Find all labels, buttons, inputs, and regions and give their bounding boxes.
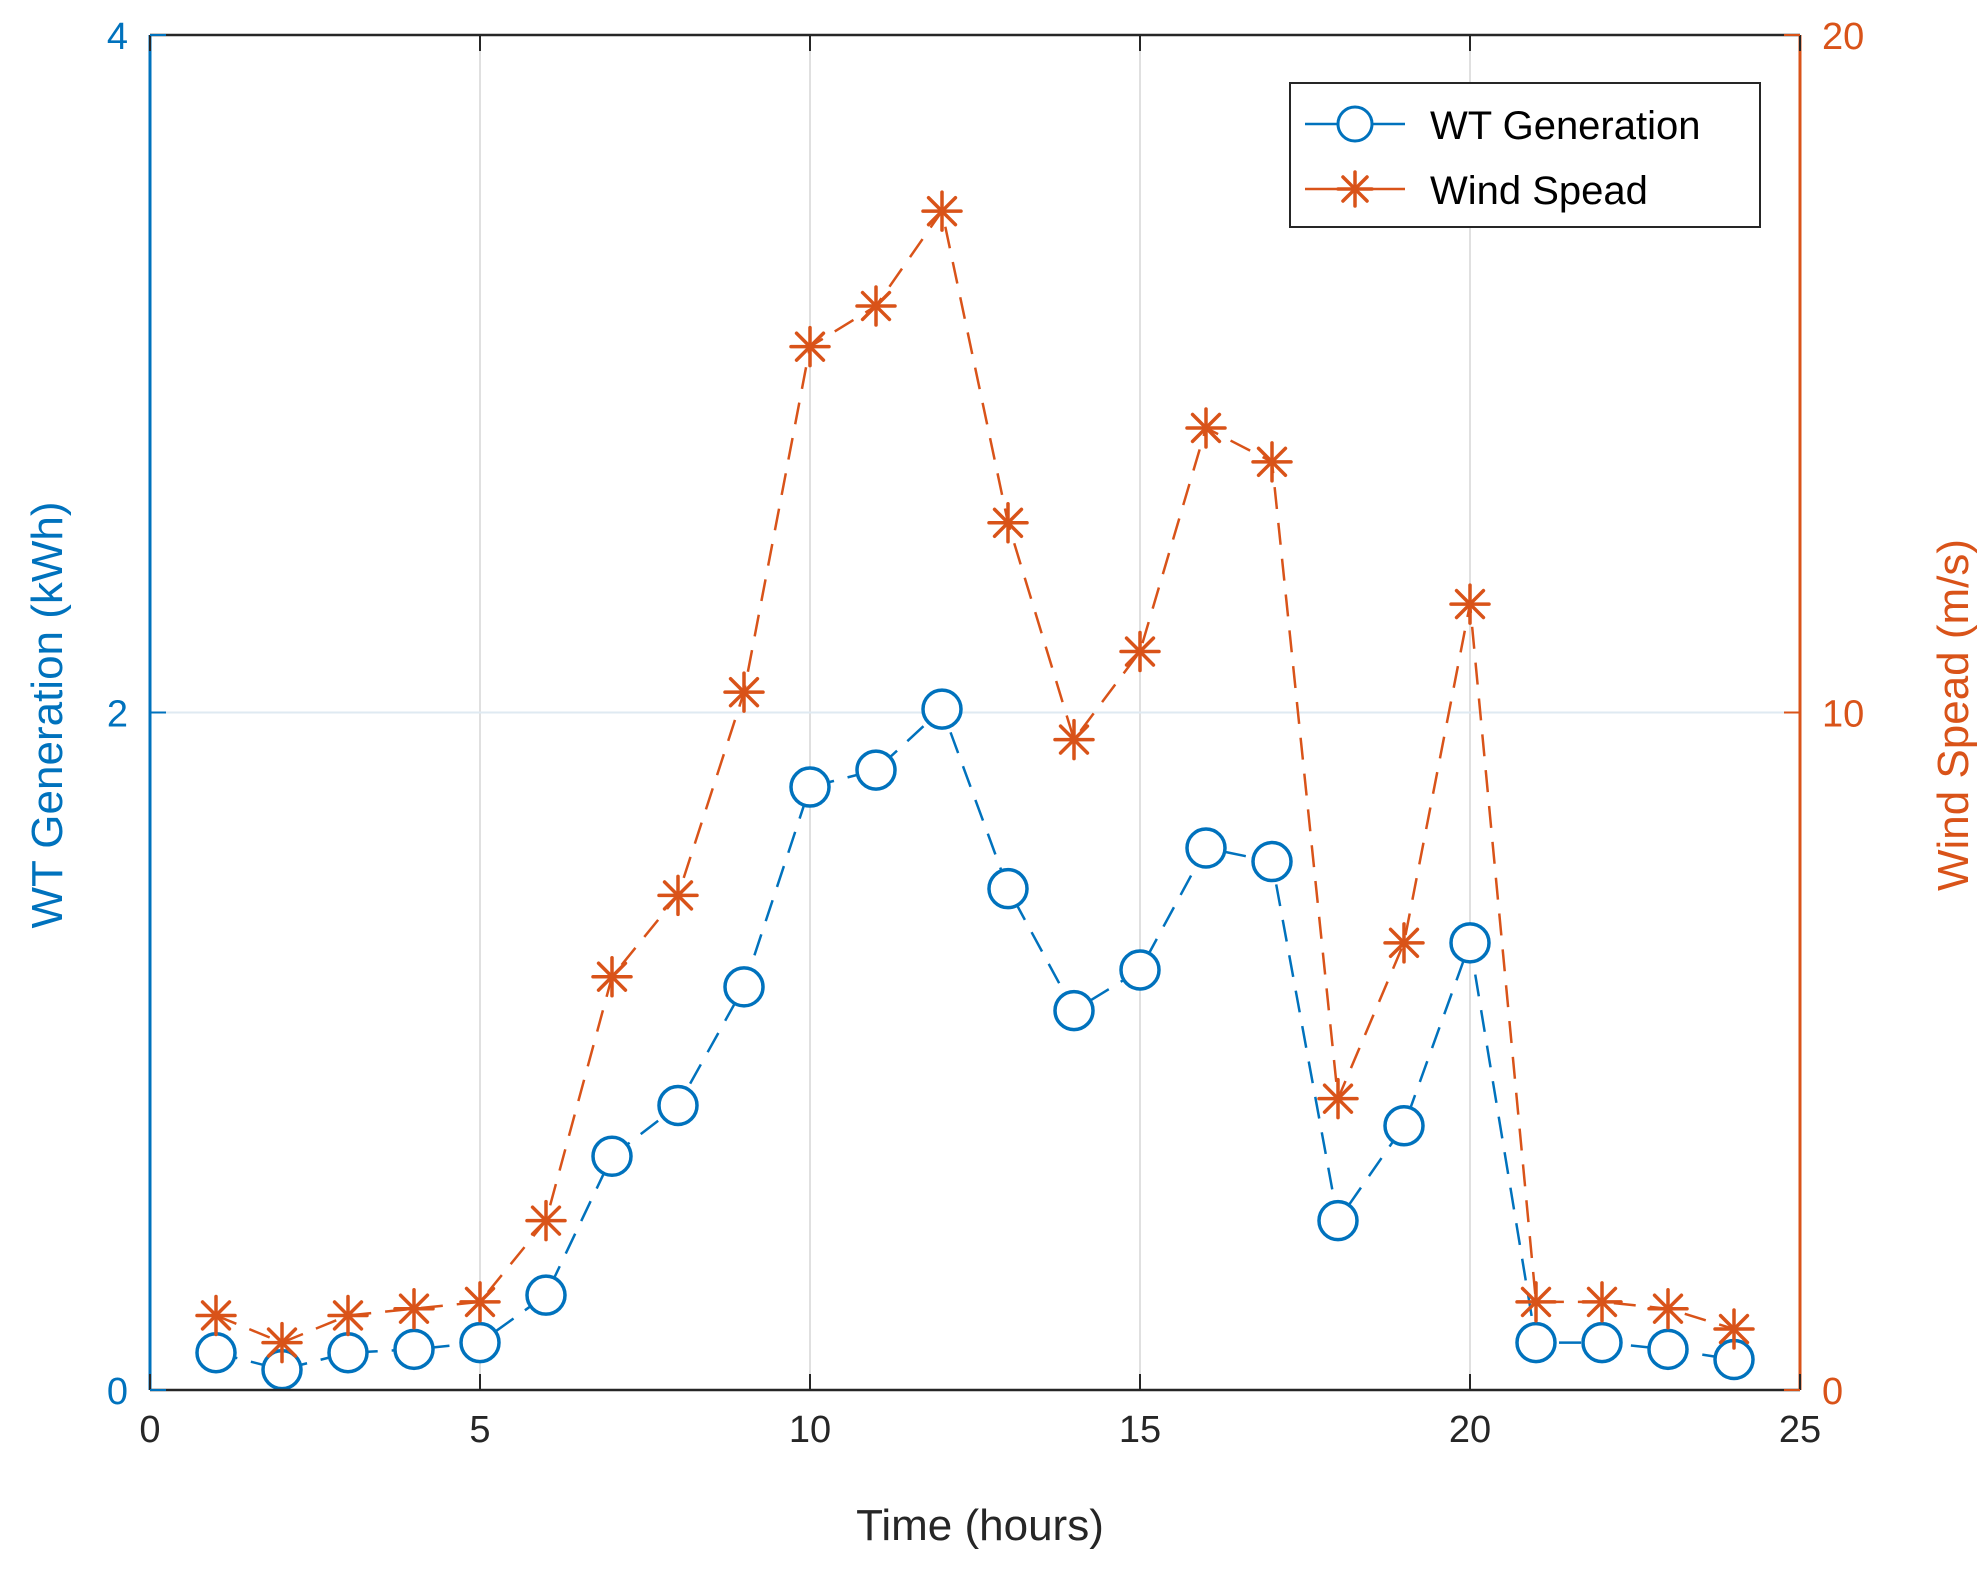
wind-spead-point	[723, 671, 765, 713]
y-left-tick-label: 2	[107, 694, 128, 736]
wt-generation-point	[855, 749, 897, 791]
y-left-tick-label: 4	[107, 16, 128, 58]
series-layer	[195, 190, 1755, 1391]
wind-spead-point	[1251, 441, 1293, 483]
x-tick-label: 20	[1449, 1409, 1491, 1451]
x-tick-label: 15	[1119, 1409, 1161, 1451]
wind-spead-point	[1185, 407, 1227, 449]
wind-spead-point	[1383, 922, 1425, 964]
wind-spead-point	[1647, 1287, 1689, 1330]
wind-spead-point	[195, 1294, 237, 1337]
y-left-tick-label: 0	[107, 1371, 128, 1413]
wind-spead-point	[459, 1281, 501, 1323]
wt-generation-point	[1383, 1105, 1425, 1147]
legend-wt-generation-marker	[1336, 105, 1374, 143]
wind-spead-point	[657, 874, 699, 917]
wind-spead-point	[1053, 718, 1095, 761]
legend-wind-spead-marker	[1336, 170, 1374, 208]
wt-generation-point	[1317, 1199, 1359, 1242]
legend-box	[1289, 82, 1761, 228]
wind-spead-point	[789, 325, 831, 368]
wt-generation-point	[525, 1274, 567, 1316]
wt-generation-point	[1449, 922, 1491, 964]
wind-spead-point	[1515, 1281, 1557, 1323]
wt-generation-point	[1581, 1321, 1623, 1364]
wind-spead-point	[1317, 1077, 1359, 1120]
wind-spead-point	[591, 955, 633, 998]
wt-generation-point	[459, 1321, 501, 1364]
x-tick-label: 0	[139, 1409, 160, 1451]
wt-generation-point	[1251, 840, 1293, 883]
wt-generation-point	[393, 1328, 435, 1371]
wind-spead-point	[327, 1294, 369, 1337]
wind-spead-point	[1713, 1308, 1755, 1350]
wt-generation-point	[591, 1135, 633, 1178]
wt-generation-point	[195, 1331, 237, 1374]
y-right-tick-label: 10	[1822, 694, 1864, 736]
wt-generation-point	[1515, 1321, 1557, 1364]
wt-generation-point	[1185, 827, 1227, 869]
wt-generation-point	[1647, 1328, 1689, 1371]
legend-wt-generation-label: WT Generation	[1430, 104, 1701, 148]
legend-star-shape	[1336, 170, 1374, 208]
wt-generation-point	[657, 1084, 699, 1127]
wind-spead-point	[1581, 1281, 1623, 1323]
wt-generation-series-line	[215, 706, 1735, 1371]
wind-spead-point	[393, 1287, 435, 1330]
wt-generation-point	[327, 1331, 369, 1374]
wind-spead-series-line	[215, 208, 1735, 1344]
y-axis-right-label: Wind Spead (m/s)	[1929, 539, 1978, 891]
y-right-tick-label: 20	[1822, 16, 1864, 58]
legend-wind-spead-label: Wind Spead	[1430, 169, 1648, 213]
axes	[148, 33, 1802, 1392]
wt-generation-point	[1053, 989, 1095, 1032]
y-axis-left-label: WT Generation (kWh)	[23, 501, 72, 928]
legend: WT Generation Wind Spead	[1289, 82, 1761, 228]
wt-generation-point	[1119, 949, 1161, 991]
grid-lines	[149, 34, 1801, 1391]
x-tick-label: 5	[469, 1409, 490, 1451]
x-axis-label: Time (hours)	[856, 1501, 1104, 1550]
wt-generation-point	[723, 966, 765, 1008]
wind-spead-point	[921, 190, 963, 232]
wt-generation-point	[987, 867, 1029, 910]
wind-spead-point	[855, 285, 897, 327]
x-tick-label: 10	[789, 1409, 831, 1451]
wind-spead-point	[525, 1199, 567, 1242]
wt-generation-point	[921, 688, 963, 730]
wind-spead-point	[1119, 630, 1161, 673]
wind-spead-point	[1449, 583, 1491, 625]
wind-spead-point	[987, 502, 1029, 544]
wind-spead-point	[261, 1321, 303, 1364]
wt-generation-point	[789, 766, 831, 808]
x-tick-label: 25	[1779, 1409, 1821, 1451]
y-right-tick-label: 0	[1822, 1371, 1843, 1413]
